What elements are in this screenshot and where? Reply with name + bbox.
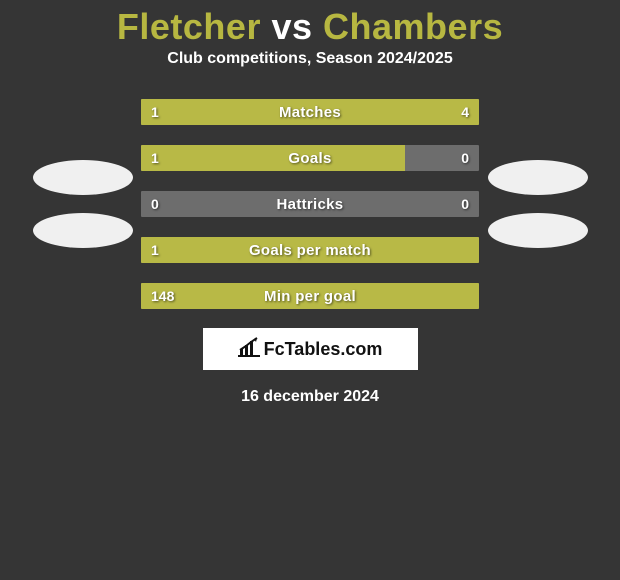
site-logo-text: FcTables.com [264, 339, 383, 360]
title-vs: vs [271, 6, 312, 47]
stat-label: Goals [141, 145, 479, 171]
stat-label: Matches [141, 99, 479, 125]
subtitle: Club competitions, Season 2024/2025 [0, 50, 620, 68]
site-logo[interactable]: FcTables.com [203, 328, 418, 370]
chart-icon [238, 337, 260, 362]
title-player2: Chambers [323, 6, 503, 47]
page-title: Fletcher vs Chambers [0, 6, 620, 48]
stat-label: Hattricks [141, 191, 479, 217]
stat-label: Goals per match [141, 237, 479, 263]
player2-avatar-alt [488, 213, 588, 248]
player2-avatar [488, 160, 588, 195]
player1-avatar [33, 160, 133, 195]
stat-bar: 148Min per goal [140, 282, 480, 310]
date-text: 16 december 2024 [0, 388, 620, 406]
stat-bar: 1Goals per match [140, 236, 480, 264]
stat-bar: 10Goals [140, 144, 480, 172]
left-avatar-column [25, 160, 140, 248]
stat-bars: 14Matches 10Goals 00Hattricks 1Goals per ma… [140, 98, 480, 310]
title-player1: Fletcher [117, 6, 261, 47]
right-avatar-column [480, 160, 595, 248]
comparison-area: 14Matches 10Goals 00Hattricks 1Goals per ma… [0, 98, 620, 310]
stat-bar: 00Hattricks [140, 190, 480, 218]
stat-label: Min per goal [141, 283, 479, 309]
stat-bar: 14Matches [140, 98, 480, 126]
player1-avatar-alt [33, 213, 133, 248]
